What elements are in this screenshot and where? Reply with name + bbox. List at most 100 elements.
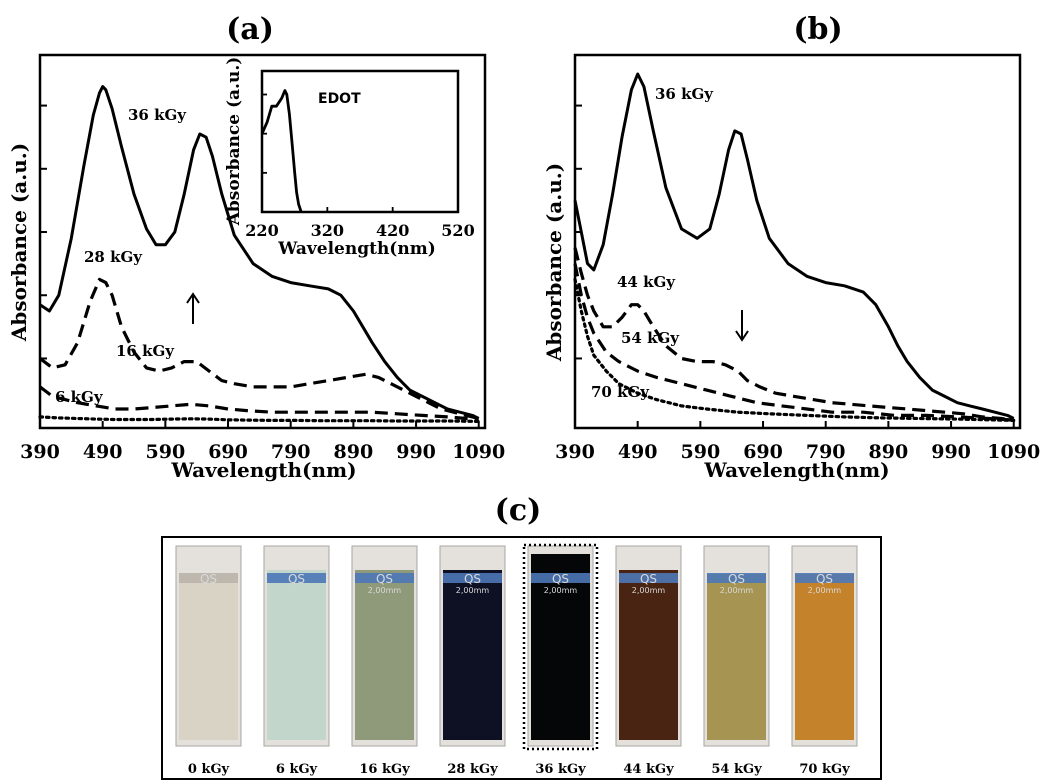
vial-dose-label: 70 kGy	[799, 762, 850, 777]
series-line-16kgy-a	[39, 385, 479, 421]
vial: QS2,00mm 16 kGy	[351, 545, 418, 777]
x-tick-label: 1090	[987, 441, 1040, 463]
inset-x-tick-label: 520	[441, 221, 474, 240]
vial: QS2,00mm 36 kGy	[522, 543, 599, 777]
vial-mark-subtext: 2,00mm	[720, 586, 754, 595]
series-line-36kgy-b	[573, 72, 1015, 420]
series-label-36kgy-a: 36 kGy	[128, 106, 187, 124]
series-line-70kgy-b	[573, 277, 1016, 422]
vial-mark-text: QS	[728, 572, 745, 586]
vial: QS 6 kGy	[263, 545, 330, 777]
x-tick-label: 990	[931, 441, 971, 463]
vial-mark-text: QS	[816, 572, 833, 586]
panel-b-xlabel: Wavelength(nm)	[703, 458, 889, 482]
x-tick-label: 690	[743, 441, 783, 463]
down-arrow-icon	[735, 310, 749, 342]
panel-a-inset: 220 320 420 520 EDOT Wavelength(nm) Absorba…	[224, 57, 475, 259]
x-tick-label: 890	[869, 441, 909, 463]
inset-x-tick-label: 320	[311, 221, 344, 240]
x-tick-label: 390	[555, 441, 595, 463]
vial-liquid	[443, 570, 502, 740]
series-label-6kgy-a: 6 kGy	[55, 388, 104, 406]
vial-label-band	[355, 573, 414, 583]
panel-b-frame	[573, 53, 1022, 430]
vial: QS 0 kGy	[175, 545, 242, 777]
x-tick-label: 790	[806, 441, 846, 463]
series-label-16kgy-a: 16 kGy	[116, 342, 175, 360]
panel-a-xlabel: Wavelength(nm)	[170, 458, 356, 482]
up-arrow-icon	[186, 292, 200, 324]
x-tick-label: 390	[20, 441, 60, 463]
vial-liquid	[355, 570, 414, 740]
series-label-28kgy-a: 28 kGy	[84, 248, 143, 266]
vial-dose-label: 44 kGy	[623, 762, 674, 777]
series-line-6kgy-a	[38, 415, 481, 423]
inset-ticks: 220 320 420 520	[245, 93, 475, 240]
vial-label-band	[795, 573, 854, 583]
vial-mark-subtext: 2,00mm	[544, 586, 578, 595]
vial-label-band	[531, 573, 590, 583]
vial-highlight-frame	[522, 543, 599, 751]
vial-mark-text: QS	[464, 572, 481, 586]
x-tick-label: 590	[681, 441, 721, 463]
panel-a-chart: 390 490 590 690 790 890 990 1090 Wavelength(nm)…	[7, 53, 505, 482]
inset-title: EDOT	[318, 91, 361, 107]
vial-liquid	[267, 570, 326, 740]
vial-dose-label: 6 kGy	[276, 762, 318, 777]
panel-a-ylabel: Absorbance (a.u.)	[7, 143, 31, 342]
x-tick-label: 690	[208, 441, 248, 463]
series-line-36kgy-a	[39, 85, 480, 420]
vial-dose-label: 0 kGy	[188, 762, 230, 777]
vial-label-band	[707, 573, 766, 583]
vial-mark-subtext: 2,00mm	[632, 586, 666, 595]
vial-mark-text: QS	[552, 572, 569, 586]
vial-mark-text: QS	[640, 572, 657, 586]
series-label-70kgy-b: 70 kGy	[591, 383, 650, 401]
x-tick-label: 790	[271, 441, 311, 463]
vial-dose-label: 36 kGy	[535, 762, 586, 777]
vial-label-band	[179, 573, 238, 583]
inset-series-line	[260, 89, 303, 213]
vial: QS2,00mm 70 kGy	[791, 545, 858, 777]
vial-liquid	[531, 554, 590, 740]
vial-dose-label: 28 kGy	[447, 762, 498, 777]
series-line-28kgy-a	[39, 277, 480, 421]
panel-b-ticks: 390 490 590 690 790 890 990 1090	[555, 104, 1040, 463]
panel-b-title: (b)	[793, 12, 842, 47]
vial: QS2,00mm 28 kGy	[439, 545, 506, 777]
x-tick-label: 890	[334, 441, 374, 463]
inset-frame	[260, 69, 460, 214]
vial-liquid	[707, 574, 766, 740]
series-label-54kgy-b: 54 kGy	[621, 329, 680, 347]
panel-b-ylabel: Absorbance (a.u.)	[542, 163, 566, 362]
vial-liquid	[795, 574, 854, 740]
series-line-54kgy-b	[573, 263, 1014, 422]
panel-c-title: (c)	[495, 493, 542, 528]
vial: QS2,00mm 44 kGy	[615, 545, 682, 777]
panel-a-curves	[38, 85, 481, 423]
vial-mark-text: QS	[288, 572, 305, 586]
panel-a-title: (a)	[226, 12, 274, 47]
vial-liquid	[619, 570, 678, 740]
vial-mark-subtext: 2,00mm	[368, 586, 402, 595]
vial-mark-subtext: 2,00mm	[808, 586, 842, 595]
series-line-44kgy-b	[573, 247, 1014, 422]
vial-dose-label: 54 kGy	[711, 762, 762, 777]
inset-xlabel: Wavelength(nm)	[277, 239, 436, 259]
x-tick-label: 490	[618, 441, 658, 463]
panel-b-chart: 390 490 590 690 790 890 990 1090 Wavelength(nm)…	[542, 53, 1040, 482]
vial-mark-text: QS	[376, 572, 393, 586]
vial: QS2,00mm 54 kGy	[703, 545, 770, 777]
vial-label-band	[267, 573, 326, 583]
series-label-44kgy-b: 44 kGy	[617, 273, 676, 291]
x-tick-label: 1090	[452, 441, 505, 463]
inset-x-tick-label: 220	[245, 221, 278, 240]
vial-label-band	[619, 573, 678, 583]
series-label-36kgy-b: 36 kGy	[655, 85, 714, 103]
x-tick-label: 590	[146, 441, 186, 463]
vial-dose-label: 16 kGy	[359, 762, 410, 777]
vial-liquid	[179, 582, 238, 740]
